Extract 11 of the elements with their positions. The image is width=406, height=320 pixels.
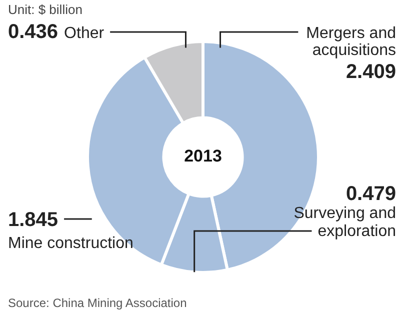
slice-label: Surveying and exploration — [294, 205, 396, 240]
data-label: 2.409 — [346, 61, 396, 83]
data-label: 0.479 — [346, 183, 396, 205]
slice-label: Mine construction — [8, 235, 134, 252]
chart-subtitle: Unit: $ billion — [8, 2, 82, 17]
slice-label: Mergers and acquisitions — [306, 25, 396, 59]
slice-label: Other — [64, 25, 105, 42]
text: 2013 — [184, 146, 222, 166]
data-label: 0.436 — [8, 21, 58, 43]
source-note: Source: China Mining Association — [8, 296, 187, 310]
data-label: 1.845 — [8, 209, 58, 231]
